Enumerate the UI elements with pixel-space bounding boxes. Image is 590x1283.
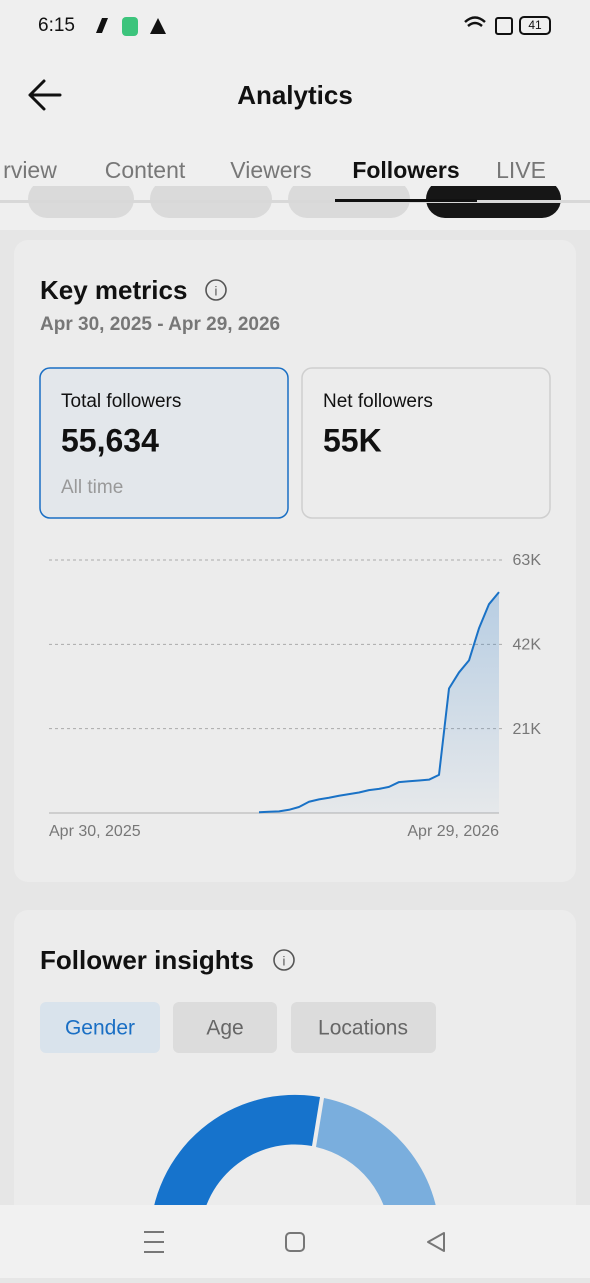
info-icon[interactable] [273,949,295,971]
insight-tab[interactable] [291,1002,436,1053]
page-title: Analytics [237,80,353,110]
chart: 21K 42K 63K Apr 30, 2025 Apr 29, 2026 [49,552,541,840]
info-glyph: i [215,283,218,298]
tab[interactable]: Content [105,157,186,183]
card-title: Follower insights [40,945,254,975]
tab[interactable]: Viewers [230,157,311,183]
metric-card[interactable] [301,367,551,519]
tab[interactable]: LIVE [496,157,546,183]
status-time: 6:15 [38,15,75,36]
insight-tab-label: Age [206,1017,243,1040]
tab-divider [0,200,590,203]
insight-tab-label: Locations [318,1017,408,1040]
y-tick-label: 21K [513,721,542,738]
card-title: Key metrics [40,275,187,305]
nav-home[interactable] [285,1232,305,1252]
metric-label: Net followers [323,391,433,412]
nav-menu[interactable] [144,1231,164,1253]
tab[interactable]: rview [3,157,57,183]
insight-tab-label: Gender [65,1017,135,1040]
metric-card-selected[interactable] [39,367,289,519]
status-icon [96,18,108,33]
metric-label: Total followers [61,391,181,412]
line-area [259,592,499,813]
metric-value: 55,634 [61,422,159,458]
insight-tab-selected[interactable] [40,1002,160,1053]
donut-segment [149,1094,320,1240]
nav-back[interactable] [427,1232,445,1252]
tab[interactable]: Followers [352,157,459,183]
nav-bar [0,1205,590,1278]
donut-segment [316,1098,440,1240]
status-icon [150,18,166,34]
info-icon[interactable] [205,279,227,301]
insight-tab[interactable] [173,1002,277,1053]
battery [519,16,551,35]
metric-value: 55K [323,422,382,458]
x-tick-label: Apr 29, 2026 [407,823,499,840]
info-glyph: i [283,953,286,968]
line [258,591,500,814]
wifi-icon [464,16,486,27]
y-tick-label: 42K [513,637,542,654]
status-icon [495,17,513,35]
back-button[interactable] [28,79,62,111]
date-range: Apr 30, 2025 - Apr 29, 2026 [40,314,280,335]
tab-indicator [335,199,477,202]
battery-level: 41 [528,18,542,32]
y-tick-label: 63K [513,552,542,569]
status-icon [122,17,138,36]
x-tick-label: Apr 30, 2025 [49,823,141,840]
metric-note: All time [61,477,123,498]
